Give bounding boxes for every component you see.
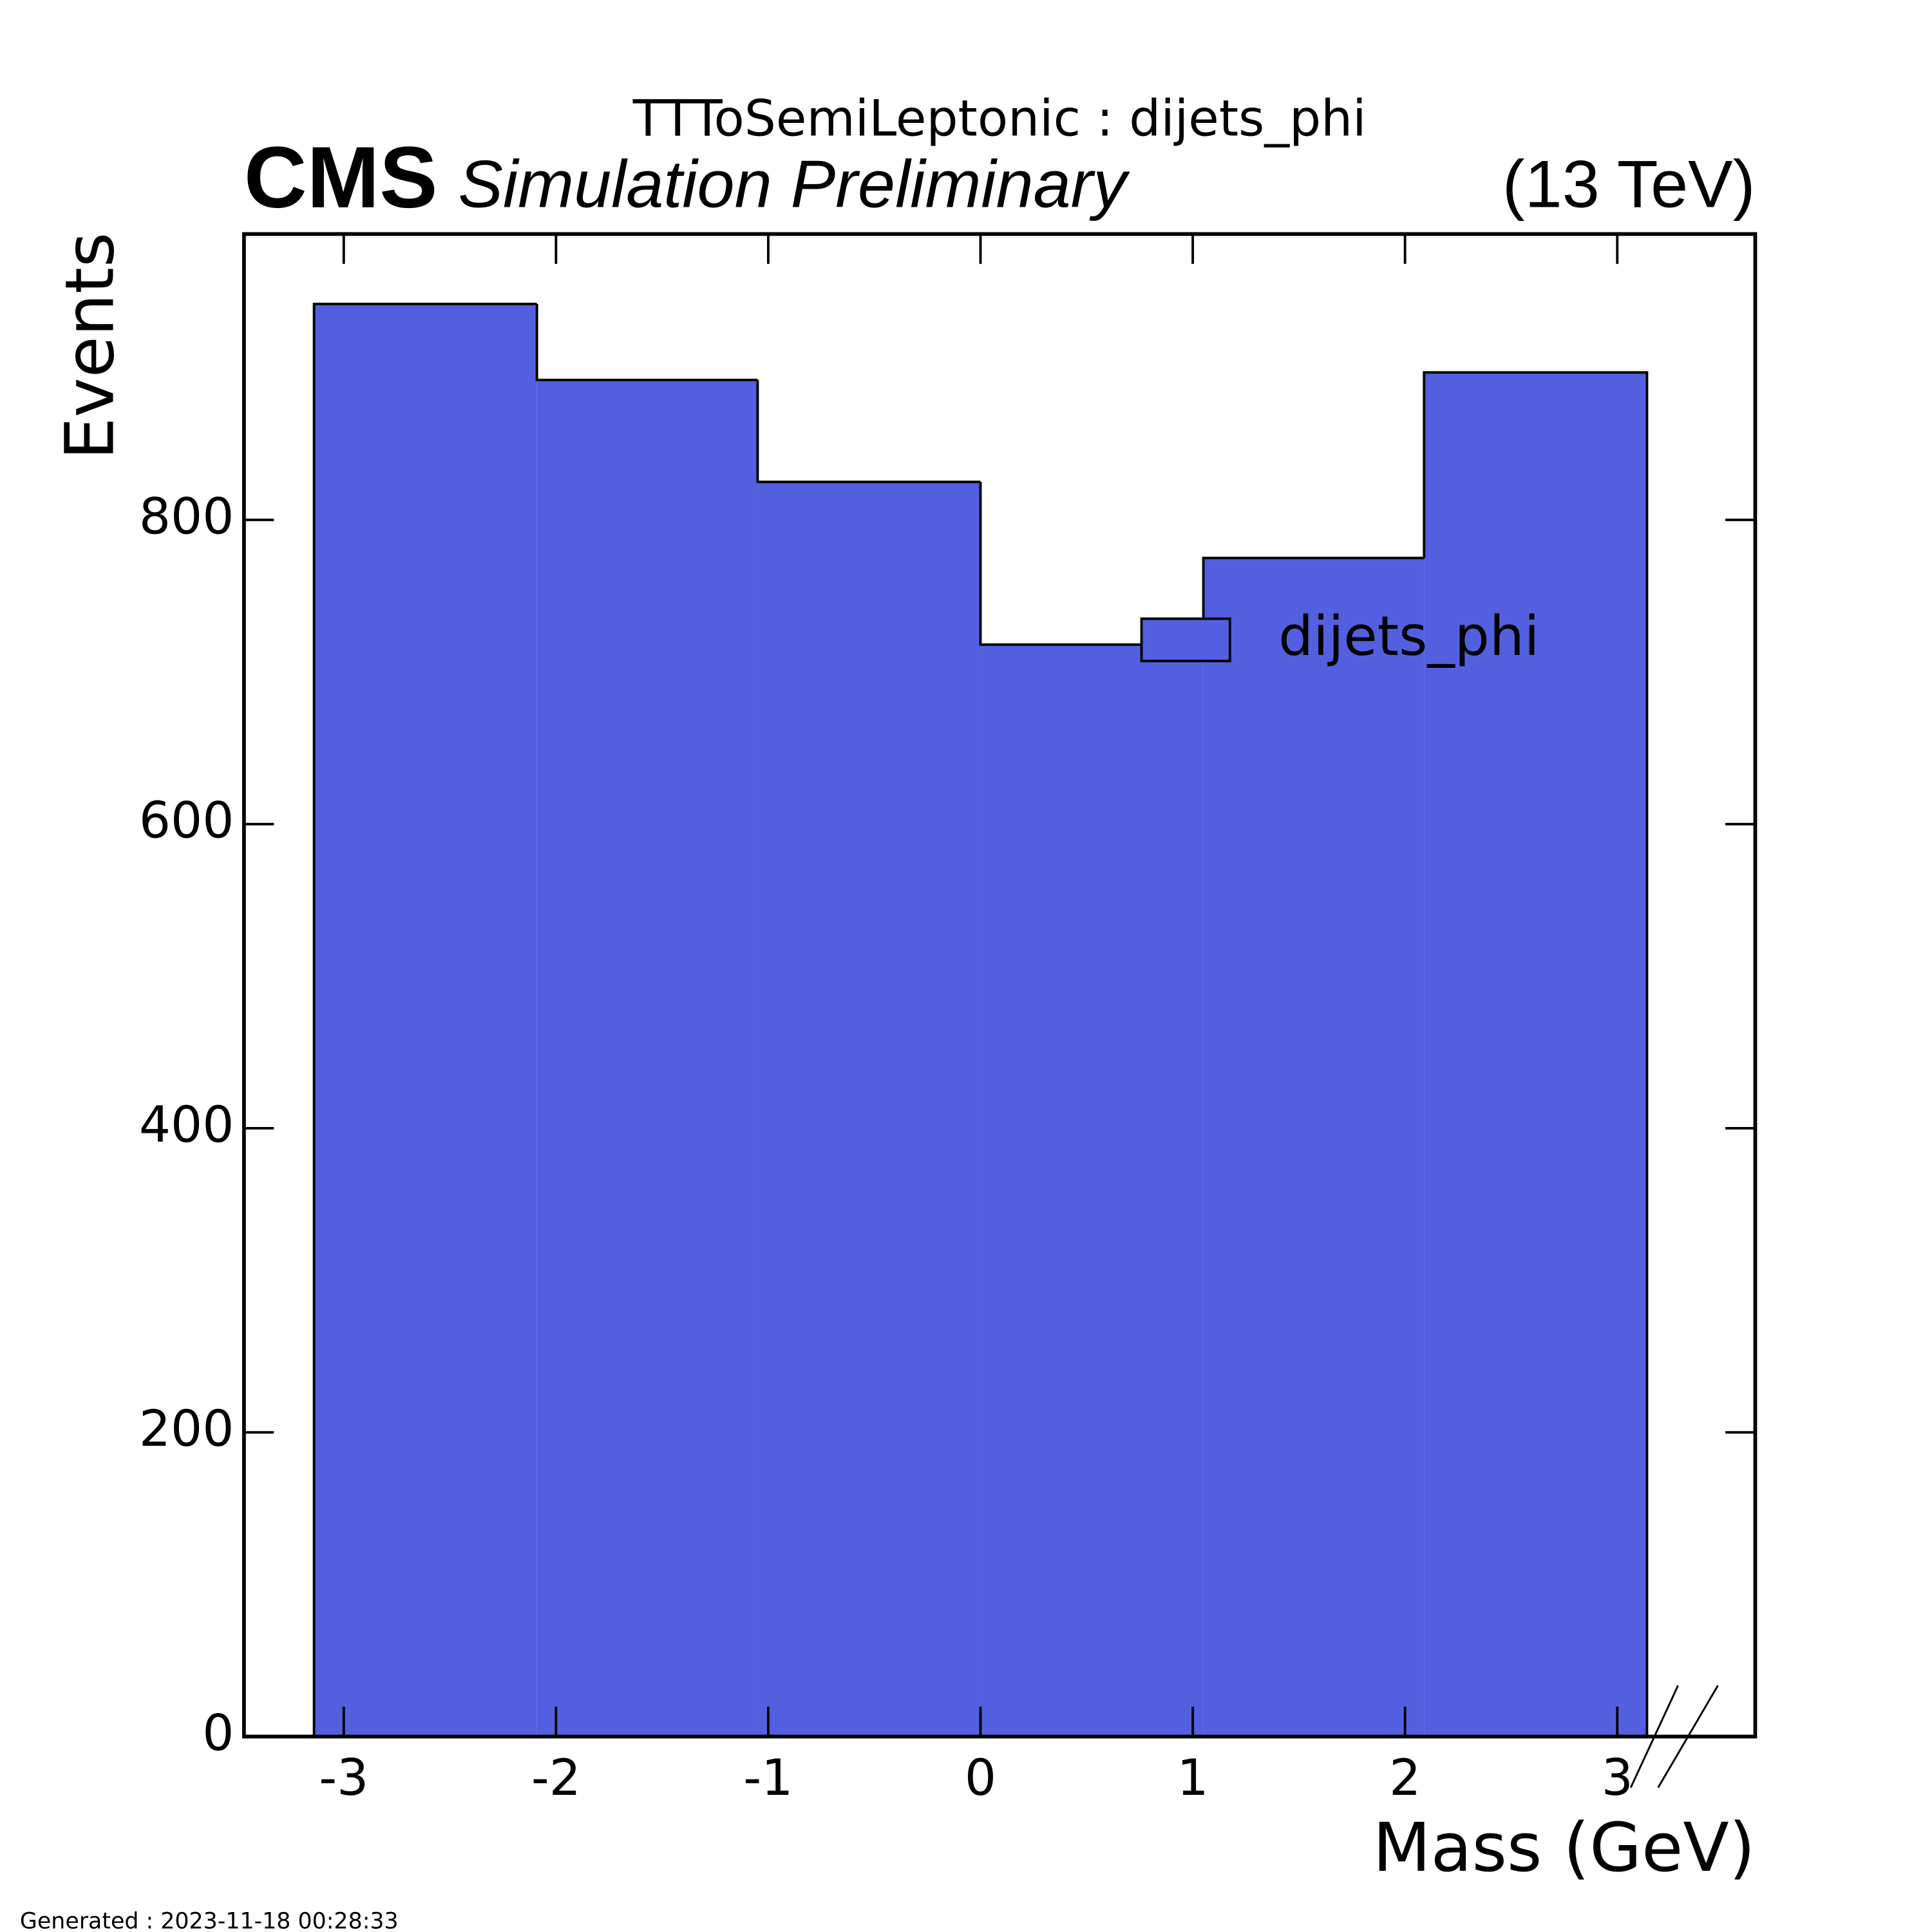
axis-break: [1629, 1685, 1679, 1788]
x-tick-label: -3: [319, 1749, 368, 1807]
y-tick-label: 400: [139, 1096, 234, 1154]
bar-outline: [756, 380, 981, 484]
bar: [536, 380, 758, 1737]
x-tick-label: 3: [1602, 1749, 1633, 1807]
x-tick-label: 1: [1177, 1749, 1209, 1807]
axis-break: [1657, 1685, 1719, 1788]
bar-outline: [1202, 556, 1425, 645]
plot-frame: [242, 232, 1757, 1739]
experiment: CMS: [244, 129, 438, 226]
x-axis-label: Mass (GeV): [1373, 1808, 1756, 1887]
energy: (13 TeV): [1502, 147, 1756, 222]
x-tick-label: 0: [965, 1749, 996, 1807]
footer: Generated : 2023-11-18 00:28:33: [20, 1909, 399, 1932]
x-tick-label: -2: [531, 1749, 581, 1807]
bar-outline: [312, 303, 537, 1737]
bar-outline: [535, 304, 758, 382]
bar: [1203, 558, 1425, 1737]
bar: [980, 644, 1204, 1737]
bar-outline: [979, 482, 1204, 646]
y-tick-label: 200: [139, 1400, 234, 1458]
bar-outline: [1423, 371, 1649, 1737]
legend-swatch: [1140, 617, 1231, 663]
x-tick-label: 2: [1389, 1749, 1421, 1807]
bar: [314, 304, 537, 1737]
bar: [1424, 372, 1647, 1737]
y-axis-label: Events: [51, 232, 129, 460]
y-tick-label: 600: [139, 792, 234, 850]
y-tick-label: 800: [139, 488, 234, 545]
status: Simulation Preliminary: [458, 147, 1130, 222]
legend-label: dijets_phi: [1278, 605, 1539, 668]
chart-title: TTToSemiLeptonic : dijets_phi: [632, 90, 1367, 147]
x-tick-label: -1: [743, 1749, 793, 1807]
y-tick-label: 0: [202, 1705, 234, 1763]
bar: [757, 482, 981, 1737]
